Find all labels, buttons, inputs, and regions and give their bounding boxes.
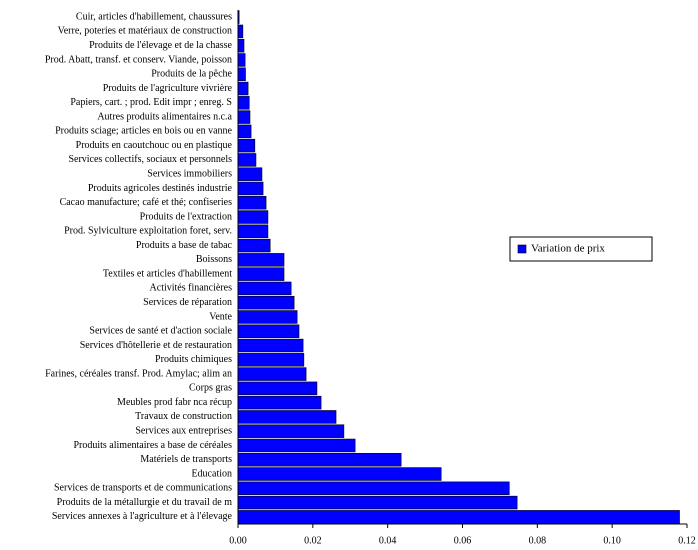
- bar: [237, 181, 264, 196]
- x-tick-label: 0.10: [603, 535, 621, 546]
- bar: [237, 24, 244, 39]
- bar: [237, 367, 307, 381]
- bar: [237, 53, 246, 67]
- y-tick-label: Produits chimiques: [155, 354, 232, 365]
- bar: [237, 481, 510, 496]
- bar: [237, 510, 680, 524]
- y-tick-label: Prod. Sylviculture exploitation foret, s…: [64, 226, 232, 237]
- y-tick-label: Meubles prod fabr nca récup: [117, 397, 232, 408]
- y-tick-label: Farines, céréales transf. Prod. Amylac; …: [45, 368, 232, 379]
- bar: [237, 96, 250, 110]
- x-tick-label: 0.02: [304, 535, 322, 546]
- y-tick-label: Produits de la pêche: [151, 69, 232, 80]
- bar: [237, 410, 337, 424]
- y-tick-label: Activités financières: [150, 283, 233, 294]
- bar: [237, 295, 295, 310]
- y-tick-label: Autres produits alimentaires n.c.a: [97, 111, 232, 122]
- y-tick-label: Cacao manufacture; café et thé; confiser…: [60, 197, 233, 208]
- y-tick-label: Produits de l'élevage et de la chasse: [89, 40, 232, 51]
- bar: [237, 153, 257, 167]
- bar: [237, 495, 518, 510]
- y-tick-label: Papiers, cart. ; prod. Edit impr ; enreg…: [70, 97, 232, 108]
- bar: [237, 224, 269, 239]
- bar: [237, 110, 251, 124]
- y-tick-label: Produits a base de tabac: [136, 240, 233, 251]
- y-tick-label: Services de réparation: [143, 297, 232, 308]
- bar: [237, 138, 256, 153]
- y-tick-label: Services de santé et d'action sociale: [89, 326, 232, 337]
- y-tick-label: Services annexes à l'agriculture et à l'…: [52, 511, 233, 522]
- x-tick-label: 0.12: [678, 535, 696, 546]
- y-tick-label: Textiles et articles d'habillement: [103, 268, 232, 279]
- legend-label: Variation de prix: [531, 243, 605, 255]
- y-tick-label: Verre, poteries et matériaux de construc…: [58, 26, 232, 37]
- y-tick-label: Produits sciage; articles en bois ou en …: [55, 126, 232, 137]
- bar: [237, 424, 345, 438]
- y-tick-label: Travaux de construction: [135, 411, 232, 422]
- bar: [237, 310, 298, 324]
- y-tick-label: Boissons: [196, 254, 232, 265]
- x-tick-label: 0.06: [454, 535, 472, 546]
- x-tick-label: 0.00: [229, 535, 247, 546]
- y-tick-label: Prod. Abatt, transf. et conserv. Viande,…: [45, 54, 232, 65]
- y-tick-label: Education: [191, 468, 232, 479]
- bar: [237, 124, 252, 139]
- y-tick-label: Services collectifs, sociaux et personne…: [68, 154, 232, 165]
- x-tick-label: 0.04: [379, 535, 397, 546]
- bar: [237, 438, 356, 453]
- bar: [237, 267, 285, 281]
- y-tick-label: Produits agricoles destinés industrie: [88, 183, 233, 194]
- y-tick-label: Services aux entreprises: [135, 425, 232, 436]
- bar: [237, 38, 245, 53]
- bar: [237, 338, 304, 353]
- y-tick-label: Matériels de transports: [140, 454, 232, 465]
- legend-swatch: [517, 244, 527, 254]
- y-tick-label: Services d'hôtellerie et de restauration: [80, 340, 232, 351]
- y-tick-label: Vente: [209, 311, 232, 322]
- bar: [237, 196, 267, 210]
- x-tick-label: 0.08: [529, 535, 547, 546]
- bar: [237, 381, 318, 396]
- legend-box: [509, 236, 653, 262]
- bar: [237, 253, 285, 267]
- bar: [237, 210, 269, 224]
- y-tick-label: Produits en caoutchouc ou en plastique: [76, 140, 233, 151]
- bar: [237, 281, 292, 296]
- bar: [237, 81, 249, 96]
- bar: [237, 238, 271, 253]
- y-tick-label: Produits de l'extraction: [140, 211, 232, 222]
- bar: [237, 467, 442, 481]
- bar: [237, 395, 322, 410]
- y-tick-label: Produits alimentaires a base de céréales: [73, 440, 232, 451]
- y-tick-label: Services de transports et de communicati…: [54, 483, 232, 494]
- bar: [237, 453, 402, 467]
- y-tick-label: Services immobiliers: [147, 168, 232, 179]
- y-tick-label: Cuir, articles d'habillement, chaussures: [76, 11, 232, 22]
- y-tick-label: Corps gras: [189, 383, 232, 394]
- y-tick-label: Produits de l'agriculture vivrière: [103, 83, 233, 94]
- y-tick-label: Produits de la métallurgie et du travail…: [57, 497, 233, 508]
- bar: [237, 167, 263, 181]
- bar: [237, 353, 305, 367]
- bar: [237, 324, 300, 338]
- bar: [237, 67, 246, 81]
